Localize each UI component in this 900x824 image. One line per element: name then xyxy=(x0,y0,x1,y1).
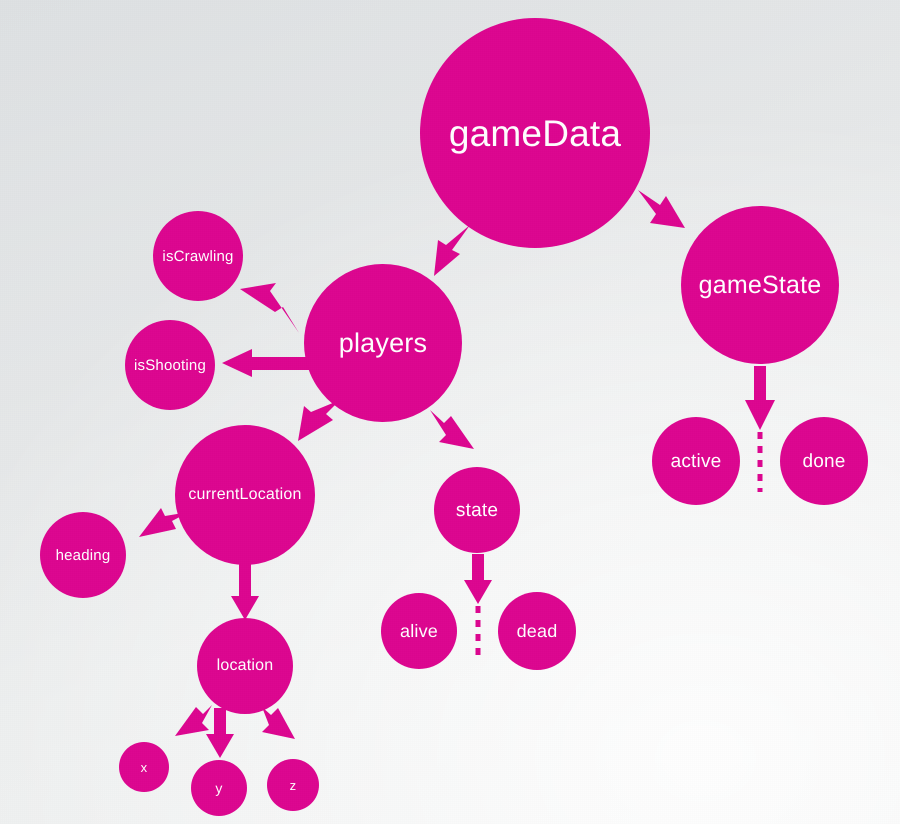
node-label-y: y xyxy=(215,780,223,796)
node-label-players: players xyxy=(338,327,428,358)
node-label-dead: dead xyxy=(516,621,558,641)
edge-gamedata-gamestate xyxy=(638,190,685,228)
node-location[interactable]: location xyxy=(197,618,293,714)
node-label-gameData: gameData xyxy=(448,112,622,154)
edge-currentlocation-location xyxy=(231,564,259,620)
edge-location-y xyxy=(206,708,234,758)
node-dead[interactable]: dead xyxy=(498,592,576,670)
node-gameState[interactable]: gameState xyxy=(681,206,839,364)
edge-currentlocation-heading xyxy=(139,508,189,537)
node-z[interactable]: z xyxy=(267,759,319,811)
edge-players-iscrawling xyxy=(240,283,299,333)
node-label-location: location xyxy=(216,657,274,674)
node-y[interactable]: y xyxy=(191,760,247,816)
node-alive[interactable]: alive xyxy=(381,593,457,669)
edge-gamestate-enum xyxy=(745,366,775,492)
edge-players-state xyxy=(430,410,474,449)
node-label-alive: alive xyxy=(399,621,439,641)
node-state[interactable]: state xyxy=(434,467,520,553)
node-label-done: done xyxy=(802,450,846,472)
edge-gamedata-players xyxy=(434,225,470,276)
node-gameData[interactable]: gameData xyxy=(420,18,650,248)
node-x[interactable]: x xyxy=(119,742,169,792)
edge-players-isshooting xyxy=(222,349,310,377)
node-label-x: x xyxy=(140,759,148,775)
node-label-gameState: gameState xyxy=(698,270,822,299)
node-label-heading: heading xyxy=(55,546,111,564)
node-isShooting[interactable]: isShooting xyxy=(125,320,215,410)
node-label-z: z xyxy=(289,777,297,793)
edge-state-enum xyxy=(464,554,492,660)
node-players[interactable]: players xyxy=(304,264,462,422)
node-label-currentLocation: currentLocation xyxy=(188,486,302,503)
node-label-isCrawling: isCrawling xyxy=(162,247,234,265)
edge-location-z xyxy=(262,707,295,739)
node-currentLocation[interactable]: currentLocation xyxy=(175,425,315,565)
edge-location-x xyxy=(175,705,212,736)
node-isCrawling[interactable]: isCrawling xyxy=(153,211,243,301)
node-label-isShooting: isShooting xyxy=(133,356,207,374)
node-label-state: state xyxy=(455,499,499,521)
node-active[interactable]: active xyxy=(652,417,740,505)
edge-players-currentlocation xyxy=(298,400,340,441)
node-heading[interactable]: heading xyxy=(40,512,126,598)
node-done[interactable]: done xyxy=(780,417,868,505)
node-label-active: active xyxy=(670,450,722,472)
